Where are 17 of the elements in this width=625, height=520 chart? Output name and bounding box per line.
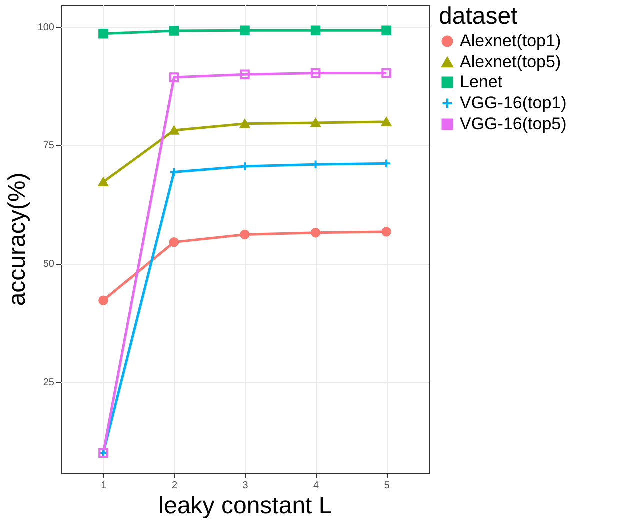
x-tick-label: 5 (384, 480, 390, 492)
y-tick-label: 100 (38, 22, 55, 34)
x-axis-title: leaky constant L (158, 492, 332, 520)
x-tick-label: 2 (172, 480, 178, 492)
x-tick-label: 3 (242, 480, 249, 492)
y-tick-label: 50 (43, 259, 55, 270)
legend-label: Lenet (460, 72, 503, 92)
legend-label: Alexnet(top5) (460, 52, 562, 72)
legend-title: dataset (439, 3, 518, 30)
y-axis-title: accuracy(%) (4, 172, 31, 306)
legend-label: VGG-16(top5) (460, 114, 567, 134)
y-tick-label: 75 (43, 140, 55, 152)
x-tick-label: 1 (101, 480, 108, 492)
legend-label: VGG-16(top1) (460, 94, 567, 112)
legend-label: Alexnet(top1) (460, 32, 562, 50)
x-tick-label: 4 (313, 480, 320, 492)
y-tick-label: 25 (43, 378, 55, 389)
